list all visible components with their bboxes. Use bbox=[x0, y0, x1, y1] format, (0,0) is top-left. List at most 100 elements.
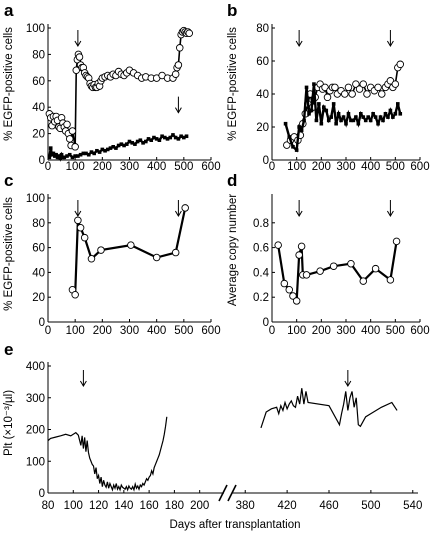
panel-a-square-point bbox=[124, 142, 129, 146]
panel-a-xtick-label: 200 bbox=[93, 161, 112, 173]
panel-a-square-point bbox=[48, 146, 53, 150]
panel-e-ylabel: Plt (×10⁻³/µl) bbox=[3, 390, 15, 456]
panel-b-ytick-label: 60 bbox=[256, 56, 269, 68]
panel-a-square-point bbox=[179, 134, 183, 139]
panel-b-xtick-label: 100 bbox=[287, 161, 306, 173]
panel-a-square-point bbox=[78, 152, 83, 157]
panel-d-arrow-1-head bbox=[386, 210, 394, 217]
panel-a-square-point bbox=[51, 151, 56, 156]
panel-e-platelet-line-0 bbox=[47, 416, 168, 492]
panel-b-square-point bbox=[299, 128, 304, 133]
panel-b-square-point bbox=[324, 108, 329, 113]
panel-c-ylabel: % EGFP-positive cells bbox=[3, 197, 15, 311]
panel-letter-e: e bbox=[4, 340, 13, 359]
panel-b-xtick-label: 200 bbox=[312, 161, 331, 173]
panel-a-square-point bbox=[184, 134, 189, 139]
panel-c-ytick-label: 80 bbox=[32, 218, 45, 230]
panel-a-arrow-0-head bbox=[74, 40, 82, 47]
panel-b-square-point bbox=[361, 115, 366, 119]
panel-e-xtick-label: 420 bbox=[278, 500, 297, 512]
panel-b-circle-point bbox=[378, 90, 386, 98]
panel-a-square-point bbox=[165, 137, 170, 141]
panel-letter-d: d bbox=[227, 171, 237, 190]
panel-b-arrow-0-head bbox=[295, 40, 303, 47]
panel-b-circle-point bbox=[323, 93, 332, 102]
panel-c-circle-point bbox=[74, 216, 82, 225]
panel-d-arrow-0-head bbox=[295, 210, 303, 217]
panel-d-xtick-label: 300 bbox=[336, 325, 355, 337]
panel-a-square-point bbox=[133, 142, 137, 146]
panel-a-ytick-label: 0 bbox=[39, 155, 45, 167]
panel-e-axis-break-mark bbox=[227, 484, 237, 502]
panel-c-circle-point bbox=[80, 233, 89, 242]
panel-b-square-point bbox=[376, 121, 380, 126]
panel-d-circle-point bbox=[316, 267, 324, 275]
panel-b-square-point bbox=[336, 112, 341, 116]
panel-d-xtick-label: 100 bbox=[287, 325, 306, 337]
panel-d-xtick-label: 500 bbox=[386, 325, 405, 337]
panel-b-square-point bbox=[319, 121, 324, 126]
panel-b-ytick-label: 40 bbox=[256, 89, 269, 101]
panel-a-square-point bbox=[119, 142, 124, 146]
panel-b-xtick-label: 300 bbox=[336, 161, 355, 173]
panel-b-square-point bbox=[378, 115, 383, 119]
panel-e-xlabel: Days after transplantation bbox=[169, 519, 300, 531]
panel-a-square-point bbox=[97, 150, 102, 154]
panel-b-square-point bbox=[326, 118, 331, 123]
panel-a-square-point bbox=[76, 154, 80, 158]
panel-b-square-point bbox=[294, 148, 299, 152]
panel-d-circle-point bbox=[297, 242, 306, 251]
panel-b-circle-point bbox=[396, 60, 405, 69]
panel-a-square-point bbox=[168, 135, 173, 140]
panel-a-square-point bbox=[122, 143, 126, 148]
panel-d-circle-point bbox=[302, 271, 311, 279]
panel-b-circle-point bbox=[355, 85, 364, 93]
panel-e-xtick-label: 120 bbox=[89, 500, 108, 512]
panel-b-square-point bbox=[398, 112, 403, 116]
panel-e-xtick-label: 500 bbox=[361, 500, 380, 512]
panel-a-square-point bbox=[100, 147, 105, 152]
panel-b-circle-point bbox=[344, 83, 353, 92]
panel-letter-b: b bbox=[227, 1, 237, 20]
panel-a-circle-point bbox=[65, 135, 74, 143]
panel-a-xtick-label: 300 bbox=[120, 161, 139, 173]
panel-a-square-point bbox=[81, 151, 86, 156]
panel-b-square-point bbox=[341, 115, 346, 119]
panel-a-square-point bbox=[171, 133, 175, 137]
panel-a-circle-point bbox=[71, 143, 79, 151]
panel-b-square-point bbox=[381, 118, 385, 123]
panel-a-square-point bbox=[135, 139, 140, 144]
panel-b-square-point bbox=[354, 115, 358, 119]
panel-e-ytick-label: 100 bbox=[26, 456, 45, 468]
panel-a-circle-point bbox=[68, 127, 77, 135]
panel-letter-c: c bbox=[4, 171, 13, 190]
panel-a-square-point bbox=[149, 138, 154, 142]
panel-a-square-point bbox=[105, 147, 110, 152]
panel-c-ytick-label: 20 bbox=[32, 292, 45, 304]
panel-a-circle-point bbox=[171, 70, 180, 78]
panel-a-square-point bbox=[138, 138, 143, 142]
panel-a-xtick-label: 500 bbox=[174, 161, 193, 173]
panel-c-xtick-label: 600 bbox=[201, 325, 220, 337]
panel-d-circle-point bbox=[274, 241, 282, 249]
panel-a-square-point bbox=[92, 151, 96, 156]
panel-c-xtick-label: 100 bbox=[66, 325, 85, 337]
panel-b-ytick-label: 80 bbox=[256, 23, 269, 35]
panel-b-square-point bbox=[363, 118, 368, 123]
panel-b-square-point bbox=[391, 115, 395, 119]
panel-d-circle-point bbox=[386, 276, 395, 284]
panel-a-square-point bbox=[84, 151, 88, 156]
panel-b-xtick-label: 500 bbox=[386, 161, 405, 173]
panel-a-square-point bbox=[54, 152, 58, 157]
panel-b-square-point bbox=[344, 121, 348, 126]
panel-d-circle-point bbox=[347, 259, 355, 268]
panel-e-axis-break-mark bbox=[218, 484, 228, 502]
panel-b-square-point bbox=[339, 118, 343, 123]
panel-b-square-point bbox=[331, 102, 336, 106]
panel-d-xtick-label: 0 bbox=[269, 325, 275, 337]
panel-b-square-point bbox=[307, 112, 311, 116]
panel-e-arrow-0-head bbox=[79, 380, 87, 387]
panel-d-ytick-label: 0.2 bbox=[253, 292, 269, 304]
panel-e-platelet-line-1 bbox=[260, 388, 398, 429]
